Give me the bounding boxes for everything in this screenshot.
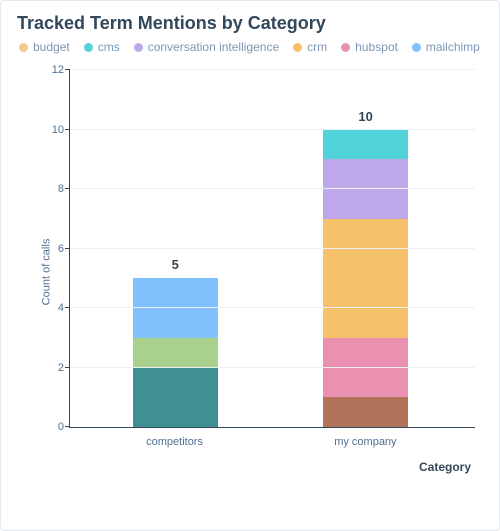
- segment-crm[interactable]: [323, 219, 408, 338]
- y-tick-label: 4: [40, 302, 64, 314]
- x-labels: competitors my company: [69, 436, 475, 452]
- x-axis-label: Category: [419, 460, 471, 474]
- legend-label: conversation intelligence: [148, 40, 279, 54]
- y-tick-mark: [65, 248, 70, 249]
- y-tick-label: 12: [40, 64, 64, 76]
- grid-line: [70, 367, 475, 368]
- legend-swatch-icon: [341, 43, 350, 52]
- y-tick-mark: [65, 69, 70, 70]
- legend-label: hubspot: [355, 40, 398, 54]
- x-tick-label: my company: [334, 436, 396, 448]
- y-tick-mark: [65, 426, 70, 427]
- plot-region: 510 024681012: [69, 70, 475, 428]
- grid-line: [70, 248, 475, 249]
- legend-swatch-icon: [84, 43, 93, 52]
- legend-item-crm[interactable]: crm: [293, 40, 327, 54]
- legend-item-hubspot[interactable]: hubspot: [341, 40, 398, 54]
- bar-my-company: 10: [323, 130, 408, 428]
- bar-competitors: 5: [133, 278, 218, 427]
- bars-container: 5 10: [70, 70, 475, 427]
- segment-comp_mid[interactable]: [133, 338, 218, 368]
- segment-conversation_intelligence[interactable]: [323, 159, 408, 219]
- grid-line: [70, 307, 475, 308]
- chart-area: Count of calls 510 024681012 competitors…: [15, 62, 485, 482]
- bar-total-label: 5: [133, 257, 218, 272]
- grid-line: [70, 69, 475, 70]
- x-tick-label: competitors: [146, 436, 203, 448]
- legend-label: budget: [33, 40, 70, 54]
- bar-total-label: 10: [323, 109, 408, 124]
- bar-stack: [133, 278, 218, 427]
- legend-swatch-icon: [19, 43, 28, 52]
- y-tick-label: 0: [40, 421, 64, 433]
- y-tick-label: 8: [40, 183, 64, 195]
- grid-line: [70, 129, 475, 130]
- segment-myco_bottom[interactable]: [323, 397, 408, 427]
- y-tick-label: 2: [40, 362, 64, 374]
- legend-label: crm: [307, 40, 327, 54]
- chart-legend: budget cms conversation intelligence crm hub…: [19, 40, 485, 54]
- y-tick-label: 10: [40, 124, 64, 136]
- legend-label: mailchimp: [426, 40, 480, 54]
- chart-card: Tracked Term Mentions by Category budget…: [0, 0, 500, 531]
- legend-item-conversation_intelligence[interactable]: conversation intelligence: [134, 40, 279, 54]
- legend-item-mailchimp[interactable]: mailchimp: [412, 40, 480, 54]
- chart-title: Tracked Term Mentions by Category: [17, 13, 485, 34]
- legend-swatch-icon: [293, 43, 302, 52]
- y-tick-mark: [65, 129, 70, 130]
- segment-hubspot[interactable]: [323, 338, 408, 398]
- y-tick-mark: [65, 188, 70, 189]
- bar-stack: [323, 130, 408, 428]
- y-tick-mark: [65, 367, 70, 368]
- y-tick-mark: [65, 307, 70, 308]
- legend-swatch-icon: [134, 43, 143, 52]
- segment-comp_light[interactable]: [133, 278, 218, 338]
- segment-cms[interactable]: [323, 130, 408, 160]
- legend-item-cms[interactable]: cms: [84, 40, 120, 54]
- segment-comp_dark[interactable]: [133, 368, 218, 428]
- y-tick-label: 6: [40, 243, 64, 255]
- legend-item-budget[interactable]: budget: [19, 40, 70, 54]
- grid-line: [70, 188, 475, 189]
- legend-swatch-icon: [412, 43, 421, 52]
- legend-label: cms: [98, 40, 120, 54]
